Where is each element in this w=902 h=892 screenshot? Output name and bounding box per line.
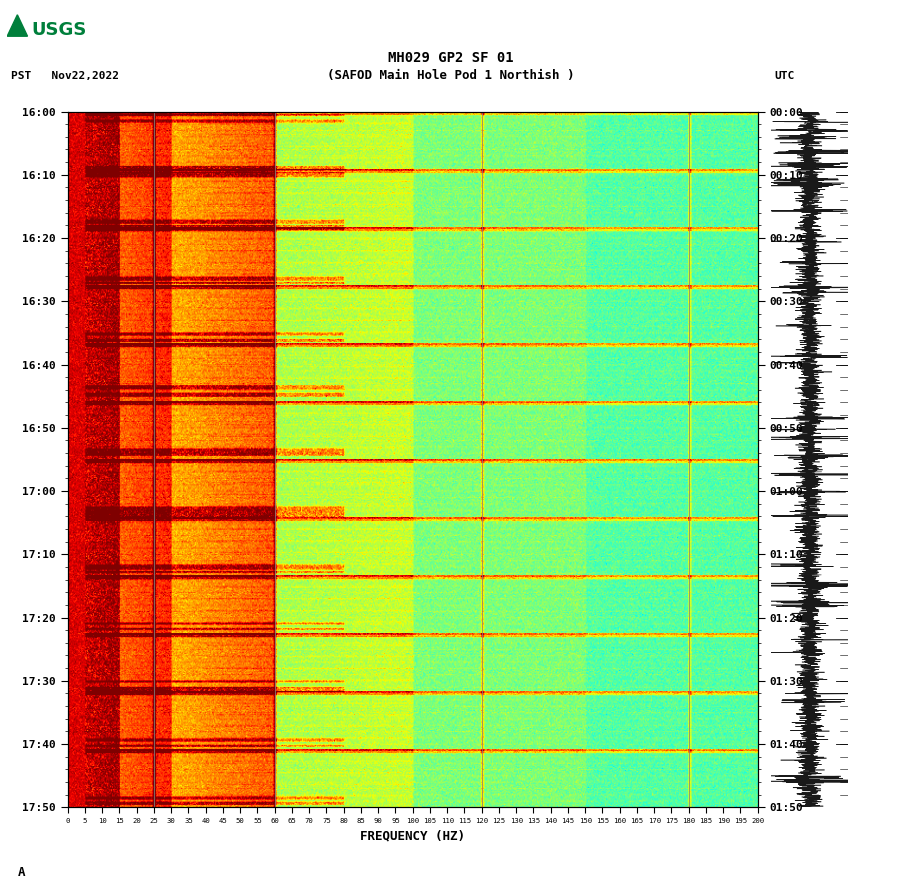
Text: UTC: UTC [774, 70, 794, 81]
Text: USGS: USGS [31, 21, 87, 38]
X-axis label: FREQUENCY (HZ): FREQUENCY (HZ) [360, 830, 465, 842]
Polygon shape [7, 15, 27, 37]
Text: (SAFOD Main Hole Pod 1 Northish ): (SAFOD Main Hole Pod 1 Northish ) [327, 70, 575, 82]
Text: PST   Nov22,2022: PST Nov22,2022 [11, 70, 119, 81]
Text: MH029 GP2 SF 01: MH029 GP2 SF 01 [388, 51, 514, 65]
Text: A: A [18, 866, 25, 879]
